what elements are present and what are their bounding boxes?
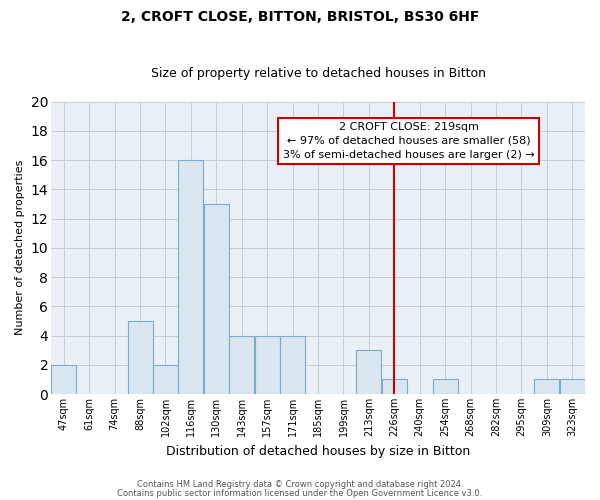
Y-axis label: Number of detached properties: Number of detached properties [15, 160, 25, 336]
Text: Contains HM Land Registry data © Crown copyright and database right 2024.: Contains HM Land Registry data © Crown c… [137, 480, 463, 489]
Bar [204, 204, 229, 394]
Bar [229, 336, 254, 394]
Text: 2, CROFT CLOSE, BITTON, BRISTOL, BS30 6HF: 2, CROFT CLOSE, BITTON, BRISTOL, BS30 6H… [121, 10, 479, 24]
Text: Contains public sector information licensed under the Open Government Licence v3: Contains public sector information licen… [118, 489, 482, 498]
Title: Size of property relative to detached houses in Bitton: Size of property relative to detached ho… [151, 66, 485, 80]
Bar [52, 365, 76, 394]
Bar [356, 350, 382, 394]
Bar [560, 380, 585, 394]
Bar [535, 380, 559, 394]
Bar [255, 336, 280, 394]
Bar [153, 365, 178, 394]
X-axis label: Distribution of detached houses by size in Bitton: Distribution of detached houses by size … [166, 444, 470, 458]
Bar [433, 380, 458, 394]
Text: 2 CROFT CLOSE: 219sqm
← 97% of detached houses are smaller (58)
3% of semi-detac: 2 CROFT CLOSE: 219sqm ← 97% of detached … [283, 122, 535, 160]
Bar [128, 321, 152, 394]
Bar [382, 380, 407, 394]
Bar [280, 336, 305, 394]
Bar [178, 160, 203, 394]
